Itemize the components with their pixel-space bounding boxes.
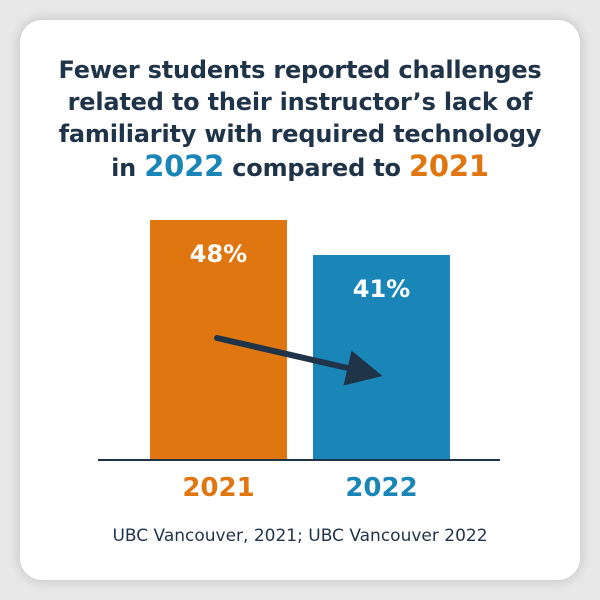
data-label-2021: 48% (190, 240, 247, 268)
trend-arrow-icon (214, 335, 383, 386)
title-line-4-pre: in (111, 154, 145, 182)
title-highlight-2021: 2021 (408, 149, 489, 183)
chart-title: Fewer students reported challenges relat… (30, 54, 570, 184)
category-label-2022: 2022 (345, 473, 417, 503)
category-label-2021: 2021 (182, 473, 254, 503)
data-label-2022: 41% (353, 275, 410, 303)
title-line-1: Fewer students reported challenges (58, 56, 542, 84)
bar-chart: 48% 41% 2021 2022 (98, 220, 500, 503)
source-note: UBC Vancouver, 2021; UBC Vancouver 2022 (112, 526, 488, 546)
chart-card: Fewer students reported challenges relat… (20, 20, 580, 580)
category-labels: 2021 2022 (182, 473, 417, 503)
bars-group: 48% 41% (150, 220, 450, 460)
title-line-2: related to their instructor’s lack of (67, 88, 533, 116)
title-line-3: familiarity with required technology (58, 120, 542, 148)
title-highlight-2022: 2022 (144, 149, 225, 183)
title-line-4-mid: compared to (224, 154, 409, 182)
